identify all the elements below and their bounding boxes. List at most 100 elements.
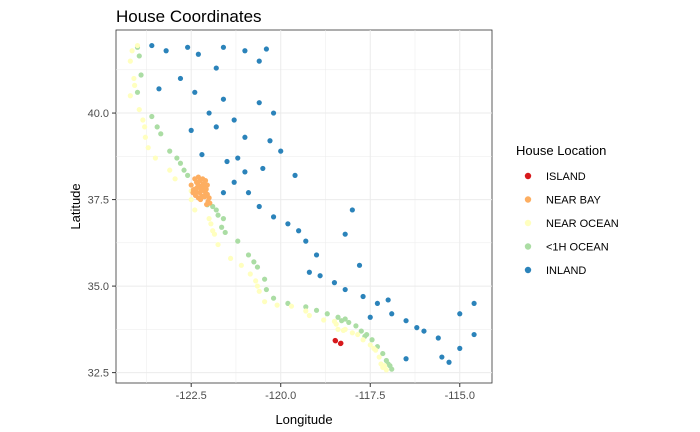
point-near-bay: [203, 186, 209, 192]
point-inland: [331, 280, 338, 286]
point-island: [332, 338, 339, 344]
point-near-bay: [190, 187, 196, 193]
point-inland: [342, 231, 348, 237]
legend-label-island: ISLAND: [546, 171, 586, 183]
point-inland: [263, 46, 269, 52]
plot-panel: [115, 29, 493, 384]
y-tick-label: 40.0: [88, 108, 109, 120]
point-near-ocean: [306, 312, 312, 319]
point-1h-ocean: [181, 167, 187, 173]
point-near-ocean: [254, 283, 261, 289]
point-1h-ocean: [136, 53, 142, 59]
point-1h-ocean: [313, 307, 320, 313]
point-1h-ocean: [219, 224, 225, 230]
point-1h-ocean: [254, 264, 261, 270]
point-inland: [296, 228, 302, 234]
point-near-ocean: [367, 342, 373, 348]
point-inland: [435, 335, 441, 341]
legend-key-near-bay: [524, 196, 532, 203]
point-inland: [457, 345, 463, 351]
point-inland: [278, 148, 284, 154]
point-inland: [292, 172, 298, 178]
point-inland: [177, 75, 184, 82]
legend-key-inland: [524, 266, 532, 274]
point-1h-ocean: [389, 366, 395, 372]
point-1h-ocean: [210, 203, 216, 210]
point-1h-ocean: [174, 155, 180, 161]
point-1h-ocean: [335, 314, 341, 320]
point-1h-ocean: [149, 113, 155, 120]
y-tick-label: 32.5: [88, 368, 109, 380]
point-inland: [306, 269, 312, 275]
point-inland: [220, 96, 227, 102]
point-inland: [242, 169, 248, 175]
scatter-points: [127, 42, 477, 373]
point-inland: [317, 273, 323, 279]
point-inland: [213, 124, 219, 130]
point-inland: [242, 48, 248, 54]
point-1h-ocean: [324, 311, 330, 317]
x-tick-label: -120.0: [265, 390, 296, 402]
point-near-ocean: [188, 196, 194, 203]
y-tick-label: 35.0: [88, 281, 109, 293]
point-near-ocean: [383, 367, 389, 373]
point-near-ocean: [172, 176, 178, 182]
point-near-ocean: [211, 231, 218, 237]
point-inland: [471, 331, 477, 338]
point-inland: [385, 297, 391, 303]
point-near-ocean: [208, 221, 214, 227]
point-near-ocean: [127, 93, 133, 99]
y-axis-title: Latitude: [68, 183, 83, 229]
point-inland: [149, 42, 155, 49]
point-near-ocean: [134, 42, 141, 49]
point-near-bay: [201, 194, 208, 200]
point-island: [338, 340, 344, 346]
chart-title: House Coordinates: [116, 7, 262, 26]
point-1h-ocean: [185, 172, 191, 178]
point-inland: [457, 311, 463, 317]
point-near-bay: [203, 201, 210, 208]
legend-label-1h-ocean: <1H OCEAN: [546, 242, 609, 254]
point-near-ocean: [132, 82, 138, 88]
point-near-ocean: [355, 331, 361, 338]
point-inland: [199, 151, 205, 158]
point-1h-ocean: [134, 89, 141, 95]
point-inland: [313, 252, 320, 258]
point-inland: [303, 238, 309, 244]
point-near-ocean: [253, 278, 259, 284]
point-near-ocean: [142, 134, 148, 140]
point-1h-ocean: [154, 124, 160, 130]
point-inland: [195, 51, 201, 57]
point-inland: [374, 300, 381, 307]
point-inland: [163, 48, 169, 54]
point-near-ocean: [152, 155, 158, 161]
x-tick-label: -117.5: [355, 390, 385, 402]
point-1h-ocean: [263, 286, 269, 293]
x-tick-label: -122.5: [176, 390, 207, 402]
point-inland: [403, 356, 409, 362]
point-inland: [206, 110, 212, 116]
y-axis-ticks: 32.5 35.0 37.5 40.0: [88, 108, 116, 380]
point-inland: [389, 311, 395, 317]
point-1h-ocean: [158, 131, 164, 137]
point-near-ocean: [167, 167, 173, 173]
point-1h-ocean: [285, 300, 291, 307]
point-inland: [349, 207, 355, 213]
point-inland: [471, 300, 477, 307]
legend-label-near-ocean: NEAR OCEAN: [546, 218, 619, 230]
point-inland: [245, 190, 252, 196]
point-1h-ocean: [380, 350, 386, 357]
point-near-bay: [192, 176, 198, 182]
point-1h-ocean: [270, 295, 277, 301]
point-near-bay: [206, 195, 212, 201]
point-inland: [270, 214, 277, 220]
point-inland: [342, 286, 348, 293]
point-1h-ocean: [369, 337, 375, 343]
point-inland: [403, 318, 409, 324]
legend-key-near-ocean: [524, 219, 532, 227]
point-inland: [242, 134, 248, 140]
point-near-ocean: [381, 363, 388, 369]
point-inland: [260, 165, 266, 172]
point-near-ocean: [335, 326, 341, 332]
